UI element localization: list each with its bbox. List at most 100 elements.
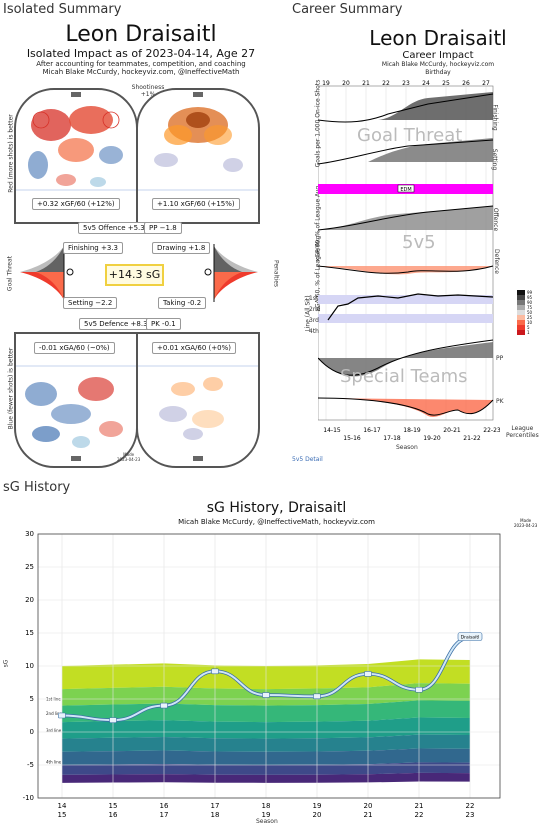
season-tick: 20-21 [443,427,461,434]
career-impact-chart: 19 20 21 22 23 24 25 26 27 EDM [318,80,494,421]
line-tick-4th: 4th [309,328,319,335]
offence-row-label: Offence [492,207,500,232]
age-tick: 25 [442,80,450,87]
isolated-summary-panel: Leon Draisaitl Isolated Impact as of 202… [0,22,282,76]
goal-threat-band-label: Goal Threat [357,125,463,146]
x-tick-label: 16 [109,811,118,819]
season-tick: 18-19 [403,427,421,434]
offence-heatmap-5v5 [16,92,136,191]
offence-5v5-contribution: 5v5 Offence +5.3 [78,222,150,234]
history-title: sG History, Draisaitl [206,500,347,516]
sg-history-header: sG History [3,480,71,495]
team-tag-bg [397,184,415,193]
percentile-tick: 95 [527,295,533,300]
line-tick-3rd: 3rd [309,317,319,324]
defence-rink-pk [136,332,260,468]
defence-row [318,265,494,275]
age-tick: 26 [462,80,470,87]
penalties-axis-label: Penalties [272,259,280,288]
offence-row [318,205,494,231]
age-tick: 22 [382,80,390,87]
special-teams-band-label: Special Teams [340,366,468,387]
season-tick: 21-22 [463,435,481,442]
percentile-tick: 10 [527,320,533,325]
season-tick: 22-23 [483,427,500,434]
history-xlabel: Season [256,818,278,825]
isolated-player-name: Leon Draisaitl [65,22,217,47]
x-tick-label: 15 [58,811,67,819]
y-tick-label: 15 [25,629,34,637]
xga-5v5-box: -0.01 xGA/60 (~0%) [34,342,115,354]
pk-row-label: PK [496,398,504,405]
x-tick-label: 14 [58,802,67,810]
series-point [109,717,117,723]
career-subtitle: Career Impact [402,50,474,61]
season-tick: 17-18 [383,435,401,442]
y-tick-label: 30 [25,530,34,538]
season-axis: 14-15 16-17 18-19 20-21 22-23 15-16 17-18 19-20… [323,427,500,442]
history-grid [38,533,500,799]
shootiness-label: Shootiness +1% [118,84,178,98]
series-point [313,693,321,700]
percentile-tick: 50 [527,310,533,315]
isolated-note-credit: Micah Blake McCurdy, hockeyviz.com, @Ine… [42,68,240,76]
line-tick-1st: 1st [309,295,319,302]
defence-heatmap-pk [138,365,258,461]
line-row [318,293,494,323]
setting-row-label: Setting [491,148,499,171]
band-label: 2nd line [46,711,63,716]
offence-heatmap-pp [138,92,258,191]
xgf-5v5-box: +0.32 xGF/60 (+12%) [32,198,120,210]
pk-row [318,397,494,417]
percentile-tick: 90 [527,300,533,305]
percentile-swatch [517,310,525,315]
x-tick-label: 18 [262,802,271,810]
percentile-tick: 75 [527,305,533,310]
isolated-summary-header: Isolated Summary [3,2,122,17]
x-tick-label: 23 [466,811,475,819]
career-credit: Micah Blake McCurdy, hockeyviz.com [381,61,495,68]
season-tick: 14-15 [323,427,341,434]
history-axes: -10-505101520253014151516161717181819192… [23,530,501,819]
band-label: 3rd line [46,728,62,733]
birthday-label: Birthday [425,69,451,76]
season-tick: 19-20 [423,435,441,442]
fivev5-band-label: 5v5 [402,232,436,253]
setting-row [318,138,494,165]
y-tick-label: 5 [30,695,34,703]
y-tick-label: 10 [25,662,34,670]
history-subtitle: Micah Blake McCurdy, @IneffectiveMath, h… [178,518,375,526]
x-tick-label: 16 [160,802,169,810]
y-tick-label: -10 [23,794,34,802]
x-tick-label: 18 [211,811,220,819]
age-tick: 24 [422,80,430,87]
x-tick-label: 22 [415,811,424,819]
pk-contribution: PK -0.1 [146,318,181,330]
percentile-label: League Percentiles [506,425,539,439]
x-tick-label: 21 [415,802,424,810]
line-tick-2nd: 2nd [309,306,321,313]
xgf-pp-box: +1.10 xGF/60 (+15%) [152,198,240,210]
5v5-detail-link[interactable]: 5v5 Detail [292,456,323,463]
percentile-tick: 5 [527,325,530,330]
draisaitl-sg-series: Draisaitl [58,632,483,723]
x-tick-label: 22 [466,802,475,810]
defence-5v5-contribution: 5v5 Defence +8.3 [79,318,153,330]
setting-contribution: Setting −2.2 [63,297,118,309]
x-tick-label: 20 [364,802,373,810]
drawing-distribution [204,244,258,302]
series-point [160,702,168,709]
x-tick-label: 19 [313,802,322,810]
percentile-swatch [517,295,525,300]
age-tick: 20 [342,80,350,87]
end-label-box [457,632,483,641]
season-tick: 15-16 [343,435,361,442]
band-label: 4th line [46,760,62,765]
plot-frame [37,533,501,799]
percentile-swatch [517,290,525,295]
isolated-subtitle: Isolated Impact as of 2023-04-14, Age 27 [26,47,256,60]
pp-row-label: PP [496,355,504,362]
career-summary-panel: Leon Draisaitl Career Impact Micah Blake… [330,26,546,77]
x-tick-label: 17 [211,802,220,810]
